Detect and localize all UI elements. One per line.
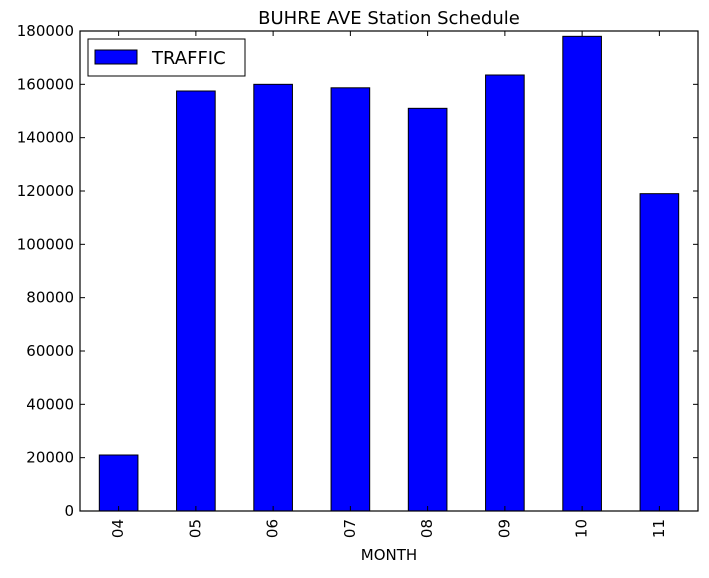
- x-tick-label-11: 11: [650, 519, 668, 538]
- x-tick-label-10: 10: [573, 519, 591, 538]
- legend-swatch: [94, 49, 138, 65]
- y-tick-label-20000: 20000: [26, 449, 74, 467]
- bar-06: [253, 83, 293, 512]
- y-tick-label-100000: 100000: [17, 235, 74, 253]
- bar-10: [562, 35, 602, 512]
- x-tick-label-05: 05: [186, 519, 204, 538]
- x-tick-label-09: 09: [495, 519, 513, 538]
- x-axis: 04 05 06 07 08 09 10 11: [109, 31, 668, 538]
- y-tick-label-160000: 160000: [17, 75, 74, 93]
- y-tick-label-40000: 40000: [26, 395, 74, 413]
- y-axis: 0 20000 40000 60000 80000 100000 120000 140000 1…: [17, 22, 698, 520]
- bar-11: [639, 193, 680, 512]
- bar-08: [407, 107, 448, 512]
- y-tick-label-120000: 120000: [17, 182, 74, 200]
- y-tick-label-80000: 80000: [26, 289, 74, 307]
- x-tick-label-04: 04: [109, 519, 127, 538]
- bar-05: [176, 90, 216, 512]
- y-tick-label-180000: 180000: [17, 22, 74, 40]
- x-tick-label-07: 07: [341, 519, 359, 538]
- bar-04: [98, 454, 139, 512]
- y-tick-label-60000: 60000: [26, 342, 74, 360]
- legend: TRAFFIC: [87, 38, 246, 77]
- bar-09: [485, 74, 525, 512]
- legend-label: TRAFFIC: [151, 48, 226, 69]
- chart-title: BUHRE AVE Station Schedule: [258, 8, 520, 29]
- x-axis-title: MONTH: [361, 546, 417, 564]
- x-tick-label-08: 08: [418, 519, 436, 538]
- y-tick-label-0: 0: [64, 502, 74, 520]
- x-tick-label-06: 06: [264, 519, 282, 538]
- y-tick-label-140000: 140000: [17, 129, 74, 147]
- plot-frame: [79, 30, 699, 512]
- bar-07: [330, 87, 371, 512]
- bars-group: [98, 35, 680, 512]
